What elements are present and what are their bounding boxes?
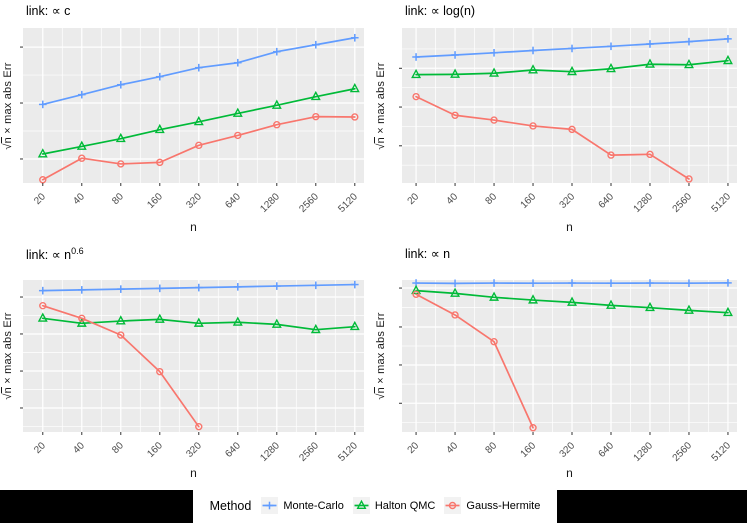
legend-items: Monte-Carlo Halton QMC Gauss-Hermite: [261, 497, 540, 514]
chart-panel-link-log-n: link: ∝ log(n) √n × max abs Err 20 40 80 160 3…: [373, 0, 747, 240]
chart-title: link: ∝ n0.6: [26, 246, 84, 263]
axis-ticks: [399, 287, 729, 435]
plot-panel: [23, 28, 364, 183]
series-halton-qmc: [411, 54, 733, 79]
series-gauss-hermite: [39, 112, 359, 184]
x-tick-label: 160: [145, 440, 165, 460]
chart-canvas: 20 40 80 160 320 640 1280 2560 5120 n: [20, 280, 364, 480]
chart-canvas: 20 40 80 160 320 640 1280 2560 5120 n: [20, 28, 364, 234]
minor-gridlines: [23, 28, 364, 183]
x-tick-label: 320: [184, 440, 204, 460]
x-tick-label: 640: [597, 440, 617, 460]
x-tick-label: 40: [445, 191, 461, 207]
legend-item-label: Monte-Carlo: [283, 499, 344, 512]
x-tick-label: 640: [597, 191, 617, 211]
x-tick-label: 40: [71, 440, 87, 456]
chart-canvas: 20 40 80 160 320 640 1280 2560 5120 n: [399, 28, 737, 234]
series-halton-qmc: [411, 284, 733, 317]
legend-item-label: Gauss-Hermite: [466, 499, 541, 512]
axis-ticks: [20, 46, 356, 186]
chart-panel-link-n-0.6: link: ∝ n0.6 √n × max abs Err 20 40 80 160 320…: [0, 240, 373, 485]
x-tick-label: 160: [519, 191, 539, 211]
x-tick-label: 2560: [297, 440, 321, 464]
x-tick-label: 80: [110, 191, 126, 207]
x-tick-label: 40: [71, 191, 87, 207]
plot-panel: [402, 28, 737, 183]
chart-title: link: ∝ n: [405, 247, 451, 261]
x-tick-label: 640: [223, 440, 243, 460]
x-tick-label: 320: [558, 440, 578, 460]
x-tick-label: 640: [223, 191, 243, 211]
redaction-bar-left: [0, 490, 193, 523]
legend-title: Method: [209, 498, 252, 513]
x-axis-title: n: [190, 466, 197, 480]
x-axis-title: n: [566, 220, 573, 234]
circle-legend-key-icon: [444, 497, 462, 514]
x-tick-label: 320: [184, 191, 204, 211]
x-tick-label: 1280: [632, 191, 656, 215]
x-tick-label: 80: [110, 440, 126, 456]
x-tick-label: 1280: [632, 440, 656, 464]
x-tick-label: 40: [445, 440, 461, 456]
series-halton-qmc: [37, 312, 360, 334]
series-monte-carlo: [412, 35, 732, 61]
legend: Method Monte-Carlo Halton QMC Gauss-Hermit…: [193, 485, 557, 526]
x-tick-label: 1280: [258, 191, 282, 215]
series-gauss-hermite: [412, 92, 693, 183]
series-monte-carlo: [412, 279, 732, 288]
series-halton-qmc: [37, 82, 360, 158]
x-tick-label: 5120: [336, 191, 360, 215]
chart-canvas: 20 40 80 160 320 640 1280 2560 5120 n: [399, 279, 737, 480]
chart-panel-link-n: link: ∝ n √n × max abs Err 20 40 80 160 320 640…: [373, 240, 747, 485]
x-tick-label: 2560: [671, 440, 695, 464]
major-gridlines: [402, 280, 737, 432]
x-tick-labels: 20 40 80 160 320 640 1280 2560 5120: [406, 191, 734, 215]
series-gauss-hermite: [412, 290, 537, 432]
x-tick-label: 80: [484, 191, 500, 207]
legend-item-monte-carlo: Monte-Carlo: [261, 497, 344, 514]
axis-ticks: [20, 296, 356, 435]
x-tick-label: 2560: [671, 191, 695, 215]
plot-panel: [23, 280, 364, 432]
x-tick-label: 160: [145, 191, 165, 211]
legend-item-gauss-hermite: Gauss-Hermite: [444, 497, 540, 514]
legend-strip: Method Monte-Carlo Halton QMC Gauss-Hermit…: [0, 485, 747, 526]
x-tick-label: 5120: [710, 440, 734, 464]
x-tick-label: 5120: [710, 191, 734, 215]
legend-item-label: Halton QMC: [374, 499, 436, 512]
chart-panel-link-c: link: ∝ c √n × max abs Err 20 40 80 160 320 640…: [0, 0, 373, 240]
triangle-legend-key-icon: [352, 497, 370, 514]
x-tick-label: 80: [484, 440, 500, 456]
x-axis-title: n: [566, 466, 573, 480]
legend-item-halton-qmc: Halton QMC: [352, 497, 436, 514]
series-monte-carlo: [38, 33, 359, 109]
redaction-bar-right: [557, 490, 747, 523]
x-tick-labels: 20 40 80 160 320 640 1280 2560 5120: [32, 191, 360, 215]
x-tick-labels: 20 40 80 160 320 640 1280 2560 5120: [406, 440, 734, 464]
x-tick-label: 320: [558, 191, 578, 211]
x-tick-label: 20: [406, 440, 422, 456]
x-tick-label: 1280: [258, 440, 282, 464]
x-tick-label: 160: [519, 440, 539, 460]
x-tick-label: 20: [32, 191, 48, 207]
x-axis-title: n: [190, 220, 197, 234]
x-tick-label: 20: [406, 191, 422, 207]
axis-ticks: [399, 67, 729, 186]
major-gridlines: [23, 280, 364, 432]
x-tick-label: 2560: [297, 191, 321, 215]
x-tick-label: 20: [32, 440, 48, 456]
x-tick-label: 5120: [336, 440, 360, 464]
series-gauss-hermite: [39, 301, 203, 431]
x-tick-labels: 20 40 80 160 320 640 1280 2560 5120: [32, 440, 360, 464]
plus-legend-key-icon: [261, 497, 279, 514]
series-monte-carlo: [38, 280, 359, 295]
minor-gridlines: [402, 280, 737, 432]
chart-title: link: ∝ c: [26, 4, 71, 18]
chart-title: link: ∝ log(n): [405, 4, 476, 18]
